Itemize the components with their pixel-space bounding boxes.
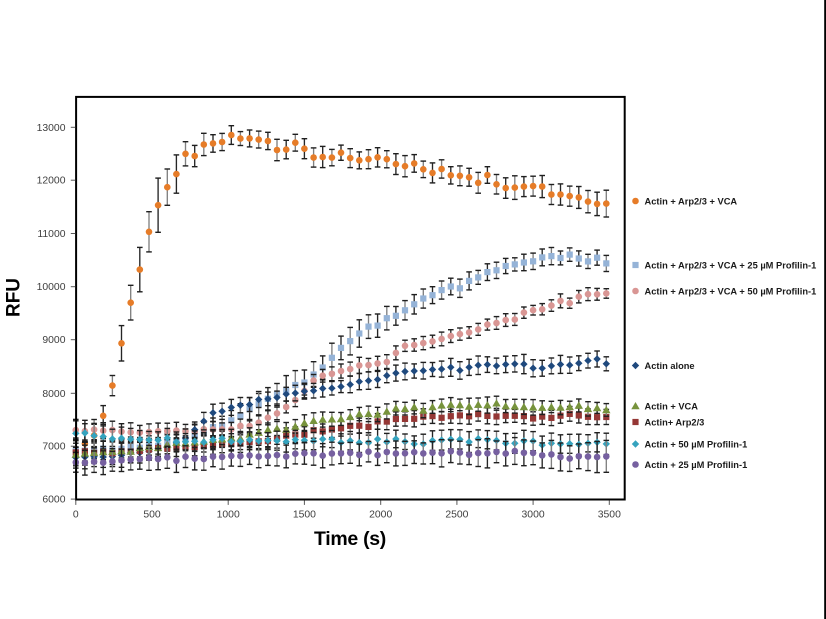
svg-text:500: 500 [143, 510, 161, 521]
svg-text:3500: 3500 [598, 510, 621, 521]
svg-text:1500: 1500 [293, 510, 316, 521]
svg-text:Actin + Arp2/3 + VCA + 25 µM P: Actin + Arp2/3 + VCA + 25 µM Profilin-1 [645, 260, 817, 270]
svg-text:Actin + VCA: Actin + VCA [645, 401, 699, 411]
svg-text:RFU: RFU [4, 278, 25, 317]
svg-text:1000: 1000 [217, 510, 240, 521]
svg-text:13000: 13000 [37, 123, 66, 134]
svg-text:2500: 2500 [445, 510, 468, 521]
svg-text:Actin + 50 µM Profilin-1: Actin + 50 µM Profilin-1 [645, 439, 748, 449]
svg-text:11000: 11000 [37, 229, 65, 240]
svg-text:Actin + Arp2/3 + VCA: Actin + Arp2/3 + VCA [645, 196, 738, 206]
svg-text:7000: 7000 [42, 442, 65, 453]
svg-text:Actin + Arp2/3 + VCA + 50 µM P: Actin + Arp2/3 + VCA + 50 µM Profilin-1 [645, 286, 817, 296]
svg-text:8000: 8000 [42, 389, 65, 400]
svg-text:6000: 6000 [42, 495, 65, 506]
svg-text:3000: 3000 [522, 510, 545, 521]
svg-text:10000: 10000 [37, 282, 66, 293]
svg-text:Actin + 25 µM Profilin-1: Actin + 25 µM Profilin-1 [645, 460, 748, 470]
svg-text:Actin alone: Actin alone [645, 361, 695, 371]
svg-text:Time (s): Time (s) [314, 528, 386, 550]
svg-text:0: 0 [73, 510, 79, 521]
svg-text:9000: 9000 [42, 335, 65, 346]
svg-text:2000: 2000 [369, 510, 392, 521]
svg-text:12000: 12000 [37, 176, 66, 187]
svg-text:Actin+ Arp2/3: Actin+ Arp2/3 [645, 417, 705, 427]
